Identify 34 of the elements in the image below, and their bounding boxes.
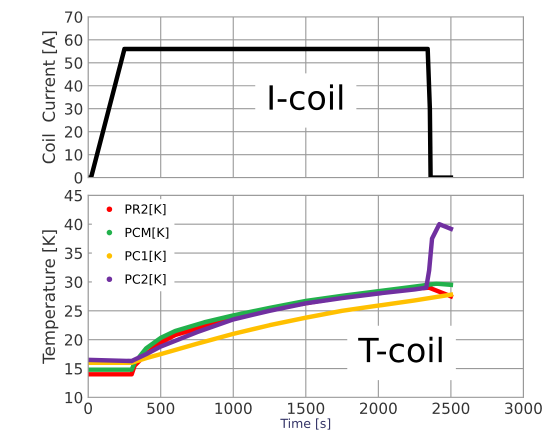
x-tick-label: 3000 bbox=[505, 402, 542, 414]
annotation: I-coil bbox=[270, 84, 342, 110]
y-tick-label: 10 bbox=[66, 392, 82, 404]
x-tick-label: 2000 bbox=[360, 402, 397, 414]
x-tick-label: 0 bbox=[84, 402, 92, 414]
y-tick-label: 10 bbox=[66, 149, 82, 161]
y-tick-label: 0 bbox=[74, 172, 82, 184]
y-tick-label: 15 bbox=[66, 363, 82, 375]
y-tick-label: 60 bbox=[64, 34, 82, 46]
annotation: T-coil bbox=[358, 336, 442, 363]
x-tick-label: 2500 bbox=[432, 402, 470, 414]
legend-label: PC2[K] bbox=[126, 274, 166, 286]
y-tick-label: 45 bbox=[64, 190, 82, 202]
y-tick-label: 40 bbox=[64, 80, 82, 92]
y-tick-label: 25 bbox=[64, 305, 82, 317]
x-tick-label: 500 bbox=[147, 402, 174, 414]
line-series bbox=[88, 222, 454, 364]
y-tick-label: 50 bbox=[65, 57, 82, 69]
y-tick-label: 20 bbox=[64, 334, 82, 346]
y-tick-label: 35 bbox=[65, 248, 82, 260]
legend-label: PR2[K] bbox=[126, 204, 166, 216]
x-tick-label: 1000 bbox=[215, 402, 252, 414]
y-tick-label: 30 bbox=[65, 276, 82, 288]
y-tick-label: 70 bbox=[65, 11, 82, 23]
y-tick-label: 30 bbox=[65, 103, 82, 115]
x-tick-label: 1500 bbox=[288, 402, 324, 414]
y-axis-title: Coil Current [A] bbox=[42, 32, 58, 164]
y-tick-label: 20 bbox=[64, 126, 82, 138]
legend-label: PCM[K] bbox=[126, 227, 168, 239]
line-series bbox=[88, 292, 454, 365]
y-axis-title: Temperature [K] bbox=[42, 230, 58, 364]
legend-label: PC1[K] bbox=[126, 250, 166, 262]
x-axis-title: Time [s] bbox=[280, 418, 330, 430]
y-tick-label: 40 bbox=[64, 218, 82, 230]
